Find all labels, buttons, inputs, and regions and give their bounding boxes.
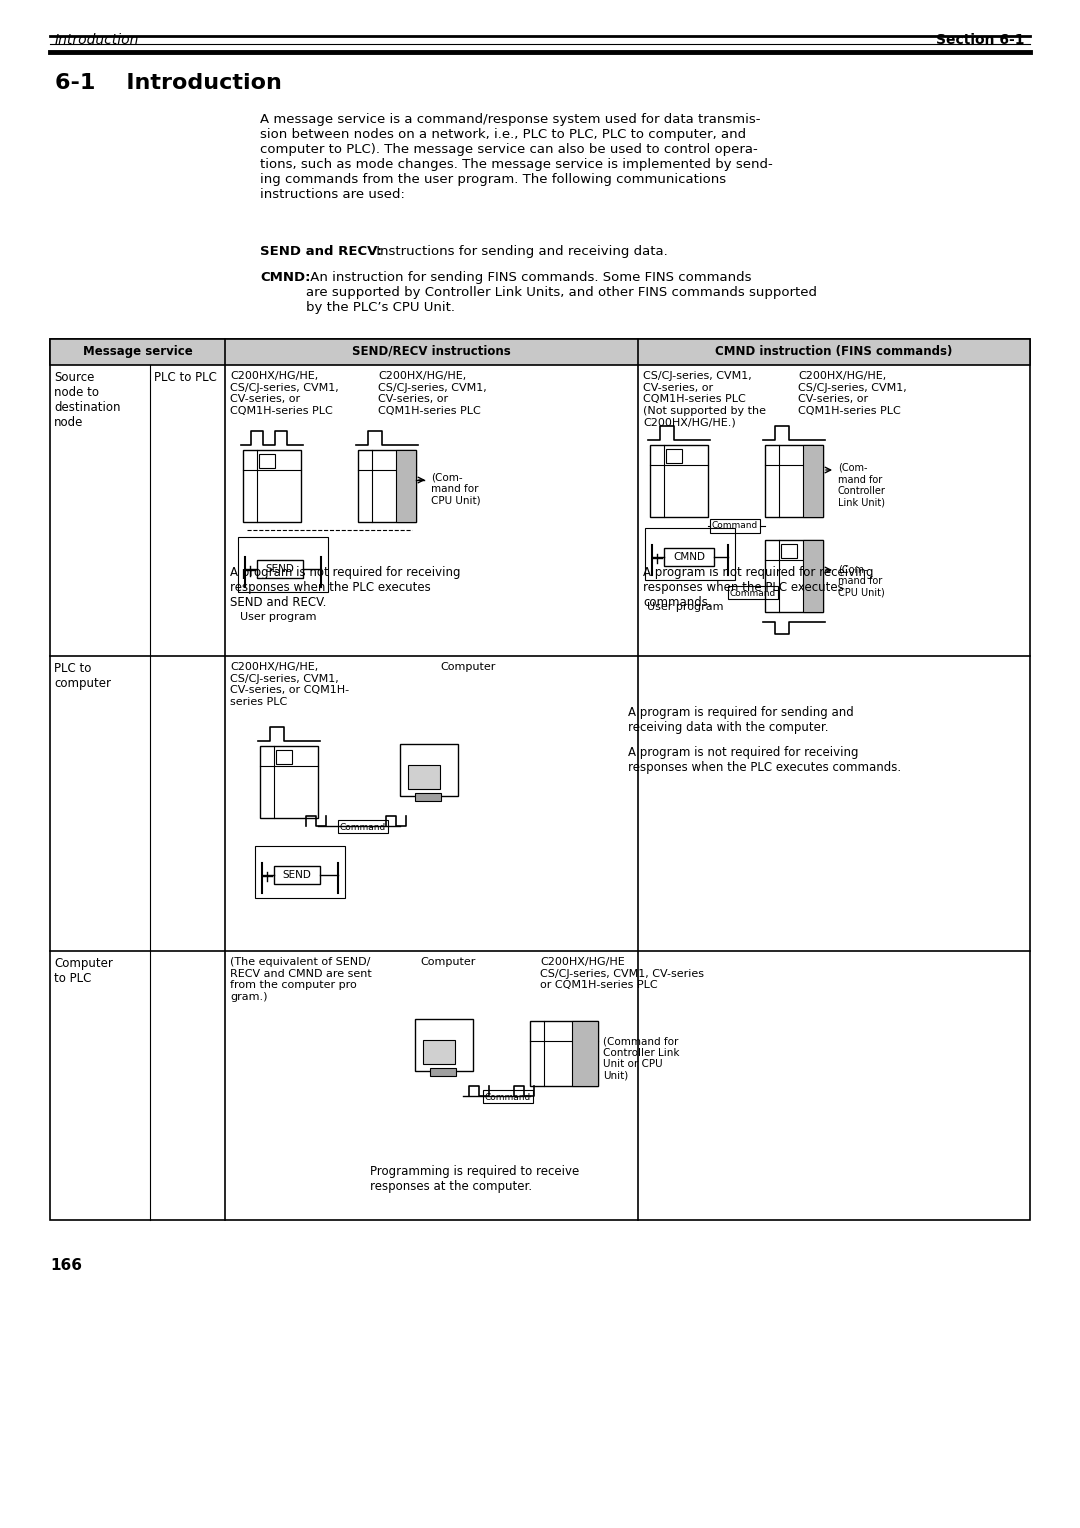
Text: SEND: SEND (283, 869, 311, 880)
Text: Computer
to PLC: Computer to PLC (54, 957, 113, 986)
Text: A program is required for sending and
receiving data with the computer.: A program is required for sending and re… (627, 706, 854, 733)
Text: (The equivalent of SEND/
RECV and CMND are sent
from the computer pro
gram.): (The equivalent of SEND/ RECV and CMND a… (230, 957, 372, 1002)
Text: C200HX/HG/HE,
CS/CJ-series, CVM1,
CV-series, or CQM1H-
series PLC: C200HX/HG/HE, CS/CJ-series, CVM1, CV-ser… (230, 662, 349, 707)
Bar (666, 449, 681, 463)
Text: CMND instruction (FINS commands): CMND instruction (FINS commands) (715, 344, 953, 358)
Bar (408, 766, 440, 788)
Text: A message service is a command/response system used for data transmis-
sion betw: A message service is a command/response … (260, 113, 773, 202)
Text: Computer: Computer (420, 957, 475, 967)
Text: (Com-
mand for
CPU Unit): (Com- mand for CPU Unit) (431, 472, 481, 506)
Bar (430, 1068, 456, 1076)
Bar (765, 539, 823, 613)
Bar (50, 339, 1030, 1219)
Bar (415, 793, 441, 801)
Text: 6-1    Introduction: 6-1 Introduction (55, 73, 282, 93)
Bar (357, 451, 416, 523)
Text: An instruction for sending FINS commands. Some FINS commands
are supported by Co: An instruction for sending FINS commands… (306, 270, 816, 313)
Text: 166: 166 (50, 1258, 82, 1273)
Text: A program is not required for receiving
responses when the PLC executes
commands: A program is not required for receiving … (643, 565, 874, 610)
Text: PLC to PLC: PLC to PLC (154, 371, 217, 384)
Text: PLC to
computer: PLC to computer (54, 662, 111, 691)
Text: A program is not required for receiving
responses when the PLC executes commands: A program is not required for receiving … (627, 746, 901, 775)
Bar (781, 544, 797, 558)
Text: Introduction: Introduction (55, 34, 139, 47)
Text: (Command for
Controller Link
Unit or CPU
Unit): (Command for Controller Link Unit or CPU… (603, 1036, 679, 1080)
Text: C200HX/HG/HE,
CS/CJ-series, CVM1,
CV-series, or
CQM1H-series PLC: C200HX/HG/HE, CS/CJ-series, CVM1, CV-ser… (230, 371, 339, 416)
Text: Instructions for sending and receiving data.: Instructions for sending and receiving d… (372, 244, 667, 258)
Bar (664, 549, 714, 565)
Bar (415, 1019, 473, 1071)
Bar (259, 454, 275, 468)
Bar (255, 847, 345, 898)
Text: (Com-
mand for
Controller
Link Unit): (Com- mand for Controller Link Unit) (838, 463, 886, 507)
Text: Computer: Computer (440, 662, 496, 672)
Text: C200HX/HG/HE
CS/CJ-series, CVM1, CV-series
or CQM1H-series PLC: C200HX/HG/HE CS/CJ-series, CVM1, CV-seri… (540, 957, 704, 990)
Text: Command: Command (730, 588, 777, 597)
Bar (260, 746, 318, 817)
Bar (728, 587, 778, 599)
Text: SEND: SEND (266, 564, 295, 575)
Text: User program: User program (240, 613, 316, 622)
Text: Section 6-1: Section 6-1 (936, 34, 1025, 47)
Text: C200HX/HG/HE,
CS/CJ-series, CVM1,
CV-series, or
CQM1H-series PLC: C200HX/HG/HE, CS/CJ-series, CVM1, CV-ser… (798, 371, 907, 416)
Bar (400, 744, 458, 796)
Bar (483, 1089, 534, 1103)
Text: (Com-
mand for
CPU Unit): (Com- mand for CPU Unit) (838, 564, 885, 597)
Bar (804, 445, 823, 516)
Text: Command: Command (712, 521, 758, 530)
Bar (274, 866, 320, 885)
Bar (276, 750, 292, 764)
Text: C200HX/HG/HE,
CS/CJ-series, CVM1,
CV-series, or
CQM1H-series PLC: C200HX/HG/HE, CS/CJ-series, CVM1, CV-ser… (378, 371, 487, 416)
Text: User program: User program (647, 602, 724, 613)
Text: CS/CJ-series, CVM1,
CV-series, or
CQM1H-series PLC
(Not supported by the
C200HX/: CS/CJ-series, CVM1, CV-series, or CQM1H-… (643, 371, 766, 428)
Bar (50, 339, 1030, 365)
Text: Command: Command (340, 822, 387, 831)
Bar (572, 1021, 598, 1086)
Bar (650, 445, 708, 516)
Text: A program is not required for receiving
responses when the PLC executes
SEND and: A program is not required for receiving … (230, 565, 460, 610)
Text: CMND:: CMND: (260, 270, 311, 284)
Bar (423, 1041, 455, 1063)
Text: Command: Command (485, 1093, 531, 1102)
Bar (338, 821, 388, 833)
Text: SEND/RECV instructions: SEND/RECV instructions (352, 344, 511, 358)
Bar (804, 539, 823, 613)
Bar (530, 1021, 598, 1086)
Bar (238, 536, 328, 591)
Text: Message service: Message service (83, 344, 192, 358)
Bar (710, 520, 760, 533)
Bar (765, 445, 823, 516)
Bar (243, 451, 301, 523)
Bar (645, 529, 735, 581)
Bar (396, 451, 416, 523)
Text: Programming is required to receive
responses at the computer.: Programming is required to receive respo… (370, 1164, 579, 1193)
Text: SEND and RECV:: SEND and RECV: (260, 244, 382, 258)
Text: CMND: CMND (673, 552, 705, 562)
Bar (257, 559, 303, 578)
Text: Source
node to
destination
node: Source node to destination node (54, 371, 121, 429)
